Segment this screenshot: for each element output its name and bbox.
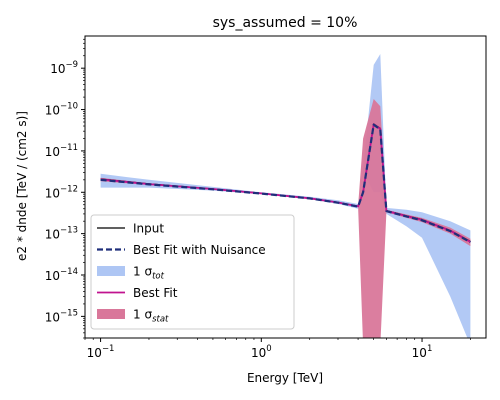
series-best-fit-nuisance-line xyxy=(100,123,471,244)
legend-label: 1 σtot xyxy=(133,265,165,282)
x-axis-label: Energy [TeV] xyxy=(247,371,323,385)
band-sigma-stat xyxy=(100,99,471,338)
y-tick-label: 10−10 xyxy=(45,102,78,118)
legend: Input Best Fit with Nuisance 1 σtot Best Fi… xyxy=(90,214,295,330)
legend-label: 1 σstat xyxy=(133,308,169,325)
legend-label: Best Fit with Nuisance xyxy=(133,243,266,257)
x-tick-label: 100 xyxy=(251,344,272,360)
y-tick-label: 10−9 xyxy=(50,60,78,76)
y-tick-label: 10−15 xyxy=(45,308,78,324)
y-tick-label: 10−13 xyxy=(45,226,78,242)
legend-swatch-tot xyxy=(97,266,125,276)
axes-frame xyxy=(84,35,487,339)
x-tick-label: 10−1 xyxy=(87,344,115,360)
plot-area xyxy=(100,54,471,338)
series-group xyxy=(100,54,471,338)
x-tick-label: 101 xyxy=(412,344,433,360)
y-tick-label: 10−14 xyxy=(45,267,78,283)
axes: 10−1 100 101 10−15 10−14 10−13 10−12 10−11 10−10… xyxy=(45,35,487,360)
legend-box xyxy=(90,214,295,330)
legend-swatch-stat xyxy=(97,309,125,319)
y-tick-label: 10−11 xyxy=(45,143,78,159)
legend-label: Input xyxy=(133,222,164,236)
legend-label: Best Fit xyxy=(133,286,178,300)
y-tick-label: 10−12 xyxy=(45,184,78,200)
chart-title: sys_assumed = 10% xyxy=(213,15,358,31)
y-axis-label: e2 * dnde [TeV / (cm2 s)] xyxy=(15,111,29,261)
